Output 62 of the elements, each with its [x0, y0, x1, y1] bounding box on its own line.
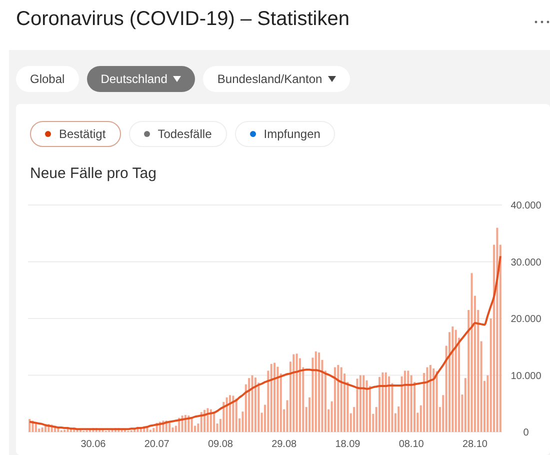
bar — [206, 408, 209, 432]
bar — [296, 354, 298, 432]
bar — [470, 273, 473, 432]
y-tick-label: 40.000 — [510, 200, 542, 212]
bar — [436, 371, 438, 432]
y-tick-label: 30.000 — [510, 257, 542, 268]
bar — [388, 376, 390, 432]
chart-subtitle: Neue Fälle pro Tag — [30, 165, 156, 182]
bar — [362, 375, 365, 432]
bar — [496, 228, 498, 432]
x-tick-label: 29.08 — [272, 439, 298, 450]
bar — [276, 366, 279, 432]
bar — [28, 418, 31, 432]
bar — [404, 370, 406, 432]
x-tick-label: 09.08 — [208, 439, 234, 450]
bar — [270, 364, 272, 432]
bar — [359, 375, 362, 432]
bar — [384, 372, 387, 432]
bar — [210, 409, 212, 432]
y-tick-label: 10.000 — [510, 370, 542, 382]
bar — [454, 330, 457, 432]
chart-title: Coronavirus (COVID-19) – Statistiken — [16, 8, 350, 31]
bar — [314, 351, 317, 432]
bar — [356, 378, 358, 432]
text: Todesfälle — [158, 127, 212, 141]
bar — [292, 354, 295, 432]
bar — [228, 395, 231, 432]
bar — [452, 326, 454, 432]
bar — [432, 368, 435, 432]
bar — [232, 396, 234, 432]
x-tick-label: 20.07 — [144, 439, 170, 450]
bar — [41, 427, 44, 432]
x-tick-label: 30.06 — [80, 439, 106, 450]
bar — [204, 410, 206, 432]
y-tick-label: 0 — [523, 428, 530, 439]
bar — [429, 365, 432, 432]
bar — [226, 397, 228, 432]
bar — [254, 378, 256, 432]
y-tick-label: 20.000 — [510, 314, 542, 326]
bar — [407, 370, 410, 432]
bar — [248, 378, 250, 432]
text: Bestätigt — [59, 127, 106, 141]
bar — [378, 376, 381, 432]
text: Global — [30, 72, 65, 86]
bar — [200, 412, 202, 432]
text: Deutschland — [100, 72, 168, 86]
bar — [426, 367, 428, 432]
bar — [340, 367, 342, 432]
bar — [337, 365, 340, 432]
bar — [274, 362, 276, 432]
x-tick-label: 08.10 — [398, 439, 424, 450]
text: Bundesland/Kanton — [217, 72, 322, 86]
bar — [382, 372, 384, 432]
bar — [318, 352, 320, 432]
x-tick-label: 18.09 — [335, 439, 361, 450]
x-tick-label: 28.10 — [462, 439, 488, 450]
bar — [235, 398, 238, 432]
text: Impfungen — [264, 127, 320, 141]
line-series — [28, 255, 502, 430]
bar — [222, 402, 225, 432]
bar — [334, 367, 336, 432]
bar — [251, 375, 254, 432]
